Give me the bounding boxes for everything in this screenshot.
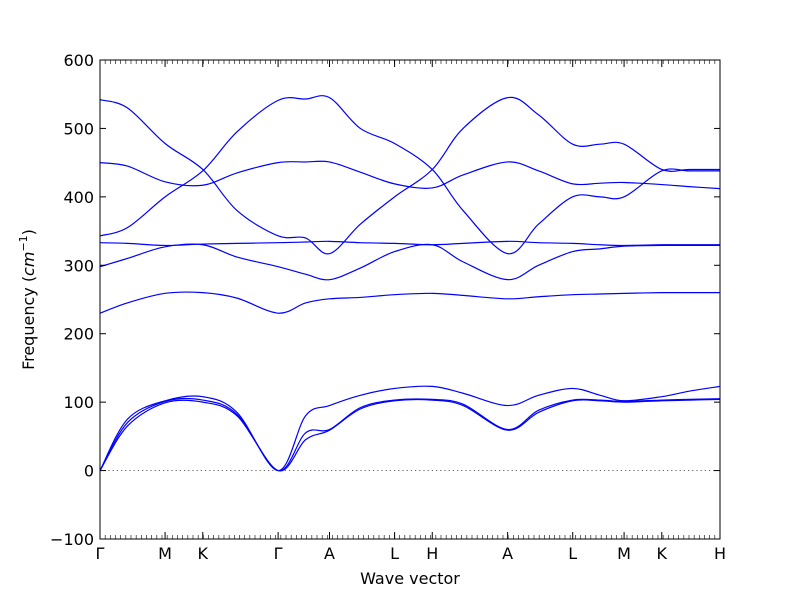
x-tick-label: M [617,544,631,563]
band-line-5 [99,243,720,281]
y-tick-label: 100 [63,393,94,412]
x-tick-label: L [390,544,399,563]
minor-ticks [104,60,716,539]
band-line-1 [99,398,721,472]
x-tick-label: K [198,544,209,563]
y-axis-label-close: ) [19,229,38,235]
band-line-6 [99,240,720,247]
band-line-7 [99,95,720,255]
x-axis-label: Wave vector [360,569,460,588]
x-tick-label: Γ [274,544,283,563]
x-tick-label: A [502,544,513,563]
x-tick-label: H [426,544,438,563]
y-axis-label-unit: cm [19,252,38,276]
x-tick-label: Γ [96,544,105,563]
x-tick-label: L [568,544,577,563]
band-line-4 [99,291,720,314]
plot-area: −100 0 100 200 300 400 500 600 Γ M K Γ A L H A L M K H [50,51,726,563]
y-tick-label: 500 [63,119,94,138]
x-tick-label: K [657,544,668,563]
y-tick-label: 600 [63,51,94,70]
band-line-8 [99,160,721,190]
x-tick-label: A [324,544,335,563]
y-axis-label-exponent: −1 [17,235,30,251]
plot-frame [99,59,721,540]
band-line-2 [99,397,721,472]
y-axis-label: Frequency (cm−1) [17,229,38,370]
y-tick-label: 300 [63,256,94,275]
band-line-9 [99,96,720,255]
y-tick-label: −100 [50,530,94,549]
y-tick-label: 200 [63,325,94,344]
y-tick-label: 0 [84,462,94,481]
y-axis-ticks: −100 0 100 200 300 400 500 600 [50,51,720,549]
y-tick-label: 400 [63,188,94,207]
band-line-3 [99,385,721,472]
y-axis-label-text: Frequency ( [19,276,38,370]
x-tick-label: H [714,544,726,563]
phonon-bands [99,95,721,472]
x-tick-label: M [158,544,172,563]
